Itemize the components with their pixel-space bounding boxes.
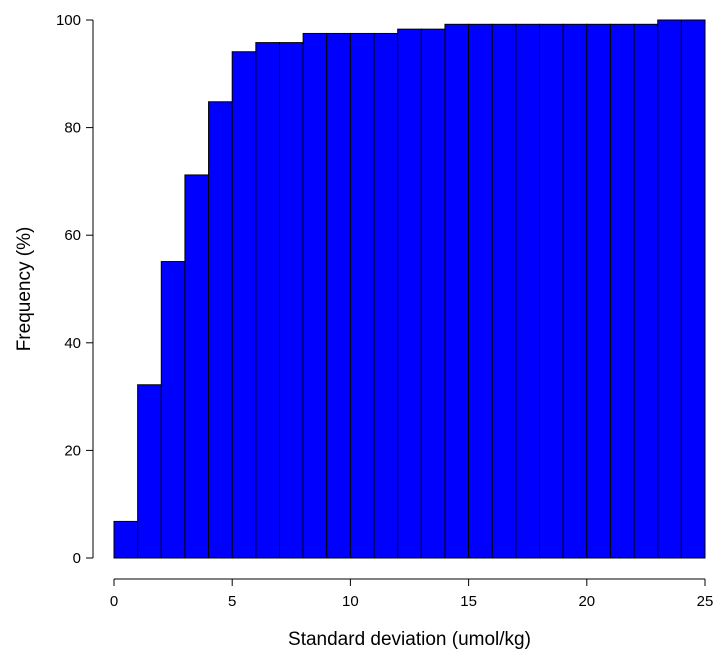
y-tick-label: 20 [64,442,81,459]
histogram-bar-20 [586,23,611,559]
x-axis: 0 5 10 15 20 25 [110,578,714,610]
y-tick-label: 40 [64,335,81,352]
x-tick-label: 25 [697,593,714,610]
histogram-bar-21 [609,23,635,559]
x-tick-label: 5 [228,593,236,610]
histogram-bar-18 [539,23,564,559]
histogram-bar-1 [137,384,162,559]
histogram-bar-10 [349,32,375,559]
x-tick-label: 10 [342,593,359,610]
histogram-bar-0 [113,520,139,559]
y-tick-label: 80 [64,120,81,137]
x-tick-label: 15 [460,593,477,610]
histogram-bar-11 [373,32,399,559]
histogram-bar-9 [326,32,351,559]
histogram-bar-13 [420,28,446,559]
y-tick-label: 60 [64,227,81,244]
x-tick-label: 20 [578,593,595,610]
histogram-bar-7 [278,42,304,559]
x-tick-label: 0 [110,593,118,610]
histogram-bar-3 [184,174,210,559]
y-tick-label: 100 [56,12,81,29]
y-axis-title: Frequency (%) [14,227,35,352]
histogram-bar-5 [231,51,257,559]
histogram-bar-23 [657,19,682,559]
histogram-bar-14 [444,23,470,559]
histogram-bar-12 [397,28,422,559]
histogram-bar-16 [491,23,517,559]
histogram-bar-19 [562,23,588,559]
histogram-bar-2 [160,261,186,559]
bars-group [113,19,706,559]
histogram-bar-24 [680,19,706,559]
histogram-bar-4 [208,101,233,559]
histogram-bar-17 [515,23,541,559]
histogram-bar-6 [255,42,280,559]
y-axis: 0 20 40 60 80 100 [56,12,94,567]
histogram-bar-15 [468,23,493,559]
histogram-bar-8 [302,32,328,559]
y-tick-label: 0 [73,550,81,567]
histogram-bar-22 [633,23,659,559]
x-axis-title: Standard deviation (umol/kg) [288,629,531,650]
